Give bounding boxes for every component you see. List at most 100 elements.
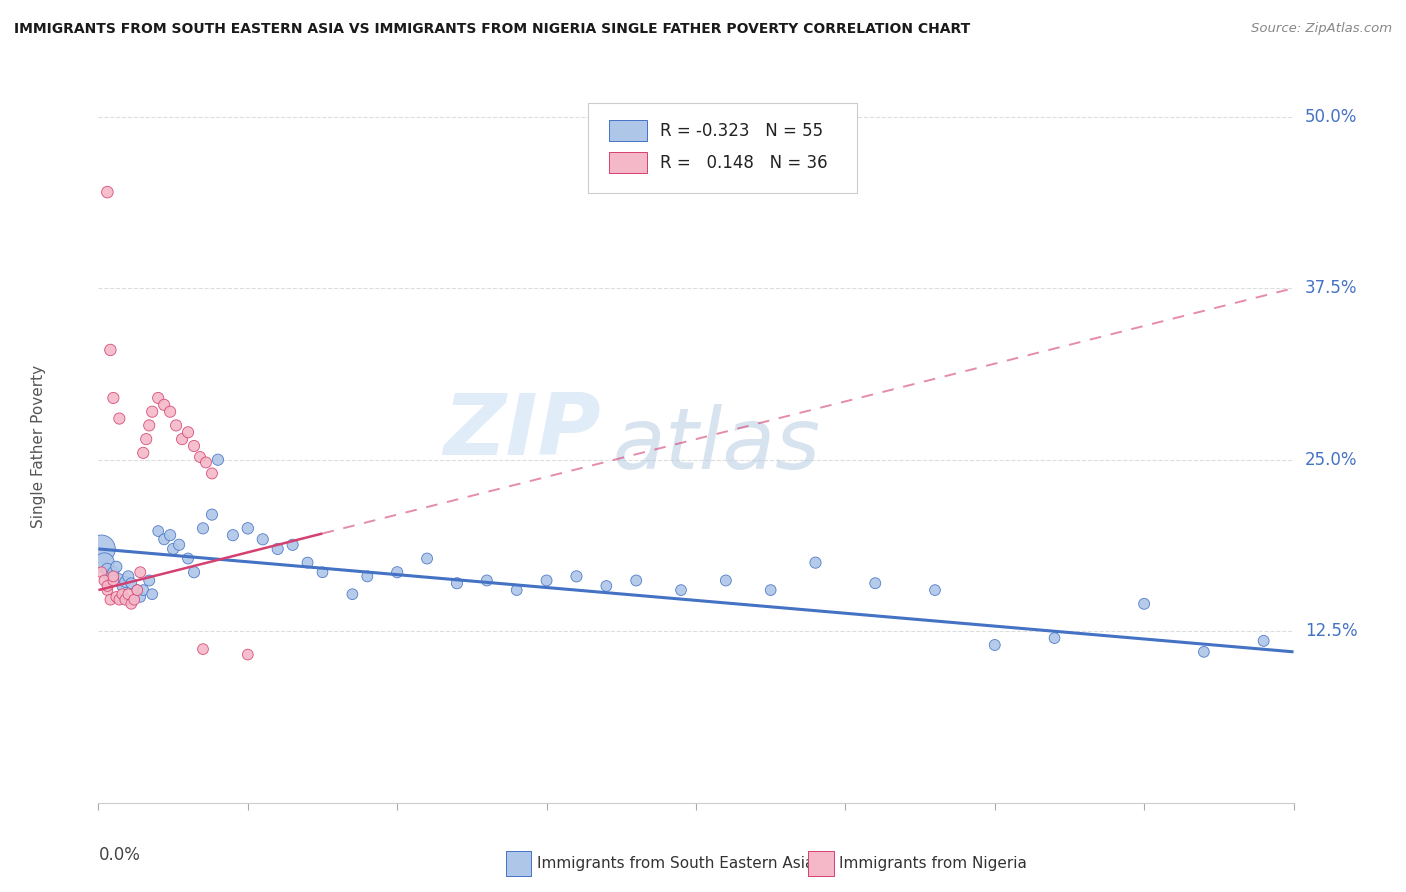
Point (103, 569, 125, 583)
Point (191, 521, 214, 535)
Point (105, 559, 128, 574)
Point (127, 583, 149, 598)
Point (96, 562, 118, 576)
Point (385, 566, 409, 580)
Point (114, 592, 136, 607)
Point (183, 566, 205, 580)
Text: 50.0%: 50.0% (1305, 108, 1357, 126)
Point (138, 418, 160, 433)
Point (565, 569, 588, 583)
Point (120, 576, 142, 591)
Text: Immigrants from South Eastern Asia: Immigrants from South Eastern Asia (537, 856, 814, 871)
Point (148, 391, 170, 405)
Point (141, 587, 163, 601)
Point (124, 592, 146, 607)
Point (207, 452, 229, 467)
Point (983, 638, 1005, 652)
Point (1133, 597, 1156, 611)
Point (103, 566, 125, 580)
Point (222, 528, 245, 542)
Point (1192, 645, 1215, 659)
Point (111, 587, 134, 601)
Point (108, 592, 131, 607)
Point (159, 405, 181, 419)
Point (129, 566, 152, 580)
Text: Immigrants from Nigeria: Immigrants from Nigeria (839, 856, 1028, 871)
Point (356, 569, 378, 583)
Point (924, 583, 946, 598)
Point (96, 579, 118, 593)
Point (475, 574, 498, 588)
Bar (609, 120, 647, 141)
Point (108, 411, 131, 425)
Point (90, 541, 112, 556)
Point (103, 574, 125, 588)
Point (669, 583, 692, 598)
Point (267, 541, 290, 556)
Point (506, 583, 529, 598)
Point (236, 521, 259, 535)
Point (183, 439, 205, 453)
Bar (609, 152, 647, 173)
Point (120, 597, 142, 611)
Point (117, 569, 139, 583)
Point (98, 569, 122, 583)
Point (536, 574, 558, 588)
Point (311, 566, 333, 580)
Point (177, 425, 200, 440)
Text: 37.5%: 37.5% (1305, 279, 1357, 297)
Point (201, 508, 224, 522)
Point (281, 538, 304, 552)
Point (177, 551, 200, 566)
Point (114, 574, 136, 589)
Point (595, 579, 617, 593)
Point (159, 528, 181, 542)
Point (1253, 633, 1275, 648)
Text: R =   0.148   N = 36: R = 0.148 N = 36 (661, 153, 828, 171)
Point (138, 574, 160, 588)
FancyBboxPatch shape (588, 103, 858, 193)
Point (804, 556, 827, 570)
Point (167, 538, 190, 552)
Text: Single Father Poverty: Single Father Poverty (31, 365, 46, 527)
Point (93, 574, 115, 588)
Point (132, 583, 155, 598)
Point (132, 446, 155, 460)
Point (201, 467, 224, 481)
Text: 25.0%: 25.0% (1305, 450, 1357, 468)
Point (129, 590, 152, 604)
Text: R = -0.323   N = 55: R = -0.323 N = 55 (661, 121, 824, 139)
Point (127, 583, 149, 598)
Point (236, 648, 259, 662)
Point (191, 642, 214, 657)
Point (342, 587, 364, 601)
Point (297, 556, 319, 570)
Point (90, 566, 112, 580)
Point (194, 455, 218, 469)
Point (148, 524, 170, 538)
Point (153, 398, 176, 412)
Point (108, 572, 131, 586)
Text: 0.0%: 0.0% (98, 846, 141, 863)
Point (172, 432, 194, 446)
Point (1043, 631, 1066, 645)
Point (111, 579, 134, 593)
Text: ZIP: ZIP (443, 390, 600, 474)
Point (188, 450, 211, 464)
Text: 12.5%: 12.5% (1305, 623, 1357, 640)
Point (141, 405, 163, 419)
Point (165, 418, 187, 433)
Text: Source: ZipAtlas.com: Source: ZipAtlas.com (1251, 22, 1392, 36)
Point (96, 185, 118, 199)
Text: atlas: atlas (612, 404, 820, 488)
Point (252, 533, 274, 547)
Point (103, 391, 125, 405)
Point (446, 576, 468, 591)
Point (416, 551, 439, 566)
Point (105, 590, 128, 604)
Text: IMMIGRANTS FROM SOUTH EASTERN ASIA VS IMMIGRANTS FROM NIGERIA SINGLE FATHER POVE: IMMIGRANTS FROM SOUTH EASTERN ASIA VS IM… (14, 22, 970, 37)
Point (162, 541, 184, 556)
Point (759, 583, 782, 598)
Point (714, 574, 737, 588)
Point (117, 587, 139, 601)
